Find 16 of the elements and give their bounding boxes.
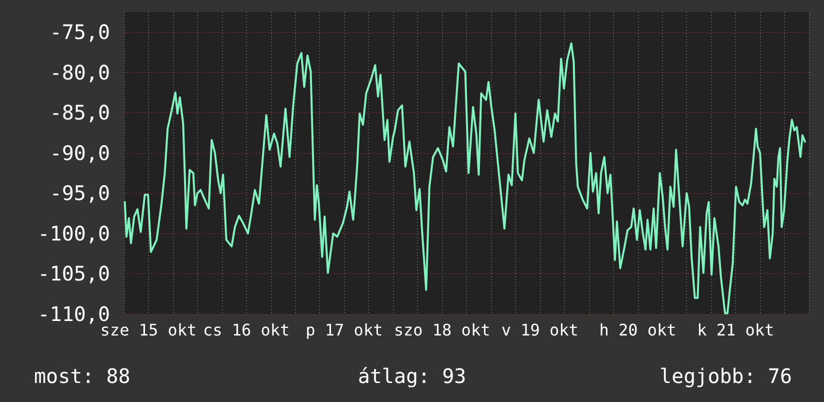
x-tick-label: szo 18 okt bbox=[394, 320, 490, 340]
x-tick-label: v 19 okt bbox=[501, 320, 578, 340]
text: átlag: 93 bbox=[358, 364, 466, 388]
y-tick-label: -95,0 bbox=[50, 181, 110, 206]
text: most: 88 bbox=[34, 364, 130, 388]
x-tick-label: cs 16 okt bbox=[202, 320, 290, 340]
text: legjobb: 76 bbox=[660, 364, 792, 388]
y-tick-label: -105,0 bbox=[38, 262, 110, 286]
x-tick-label: k 21 okt bbox=[697, 320, 774, 340]
x-tick-label: p 17 okt bbox=[306, 320, 383, 340]
y-tick-label: -85,0 bbox=[50, 100, 110, 125]
y-tick-label: -80,0 bbox=[50, 60, 110, 84]
y-tick-label: -75,0 bbox=[50, 20, 110, 44]
y-tick-label: -90,0 bbox=[50, 140, 110, 165]
x-tick-label: h 20 okt bbox=[599, 320, 676, 340]
y-tick-label: -100,0 bbox=[38, 221, 110, 246]
